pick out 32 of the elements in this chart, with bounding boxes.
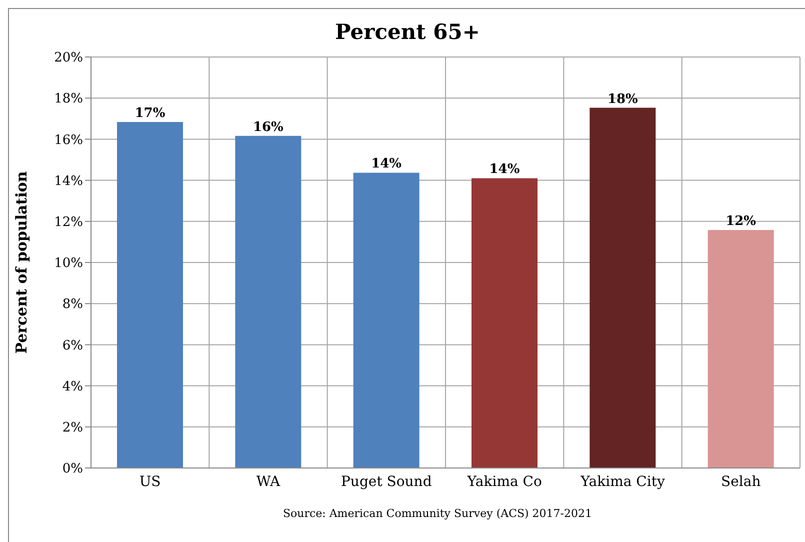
x-tick-label: Puget Sound	[341, 474, 432, 490]
bar	[590, 108, 656, 468]
y-tick-label: 16%	[54, 132, 83, 148]
source-note: Source: American Community Survey (ACS) 2017-2021	[282, 507, 594, 520]
y-tick-label: 20%	[54, 50, 83, 66]
y-tick-label: 6%	[62, 338, 83, 354]
data-label: 14%	[489, 162, 520, 178]
data-label: 14%	[371, 156, 402, 172]
x-tick-label: Yakima City	[580, 474, 665, 490]
x-tick-label: Yakima Co	[466, 474, 542, 490]
data-label: 17%	[134, 106, 166, 121]
data-label: 12%	[726, 214, 757, 230]
bar	[235, 136, 302, 468]
x-tick-label: Selah	[721, 474, 761, 490]
y-axis-title: Percent of population	[12, 171, 30, 354]
x-tick-label: WA	[256, 474, 282, 490]
y-tick-label: 4%	[62, 379, 83, 394]
chart-title: Percent 65+	[334, 19, 481, 46]
bar	[117, 122, 183, 468]
bar	[353, 172, 420, 468]
y-tick-label: 0%	[62, 462, 83, 477]
y-tick-label: 18%	[54, 92, 83, 107]
bar	[472, 178, 538, 468]
y-tick-label: 10%	[54, 256, 83, 272]
bar	[708, 230, 774, 468]
y-tick-label: 2%	[62, 420, 83, 436]
y-tick-label: 14%	[54, 174, 83, 189]
y-tick-label: 8%	[62, 297, 83, 312]
x-tick-label: US	[139, 474, 161, 490]
data-label: 18%	[607, 92, 639, 107]
data-label: 16%	[252, 120, 284, 135]
y-tick-label: 12%	[54, 215, 83, 230]
